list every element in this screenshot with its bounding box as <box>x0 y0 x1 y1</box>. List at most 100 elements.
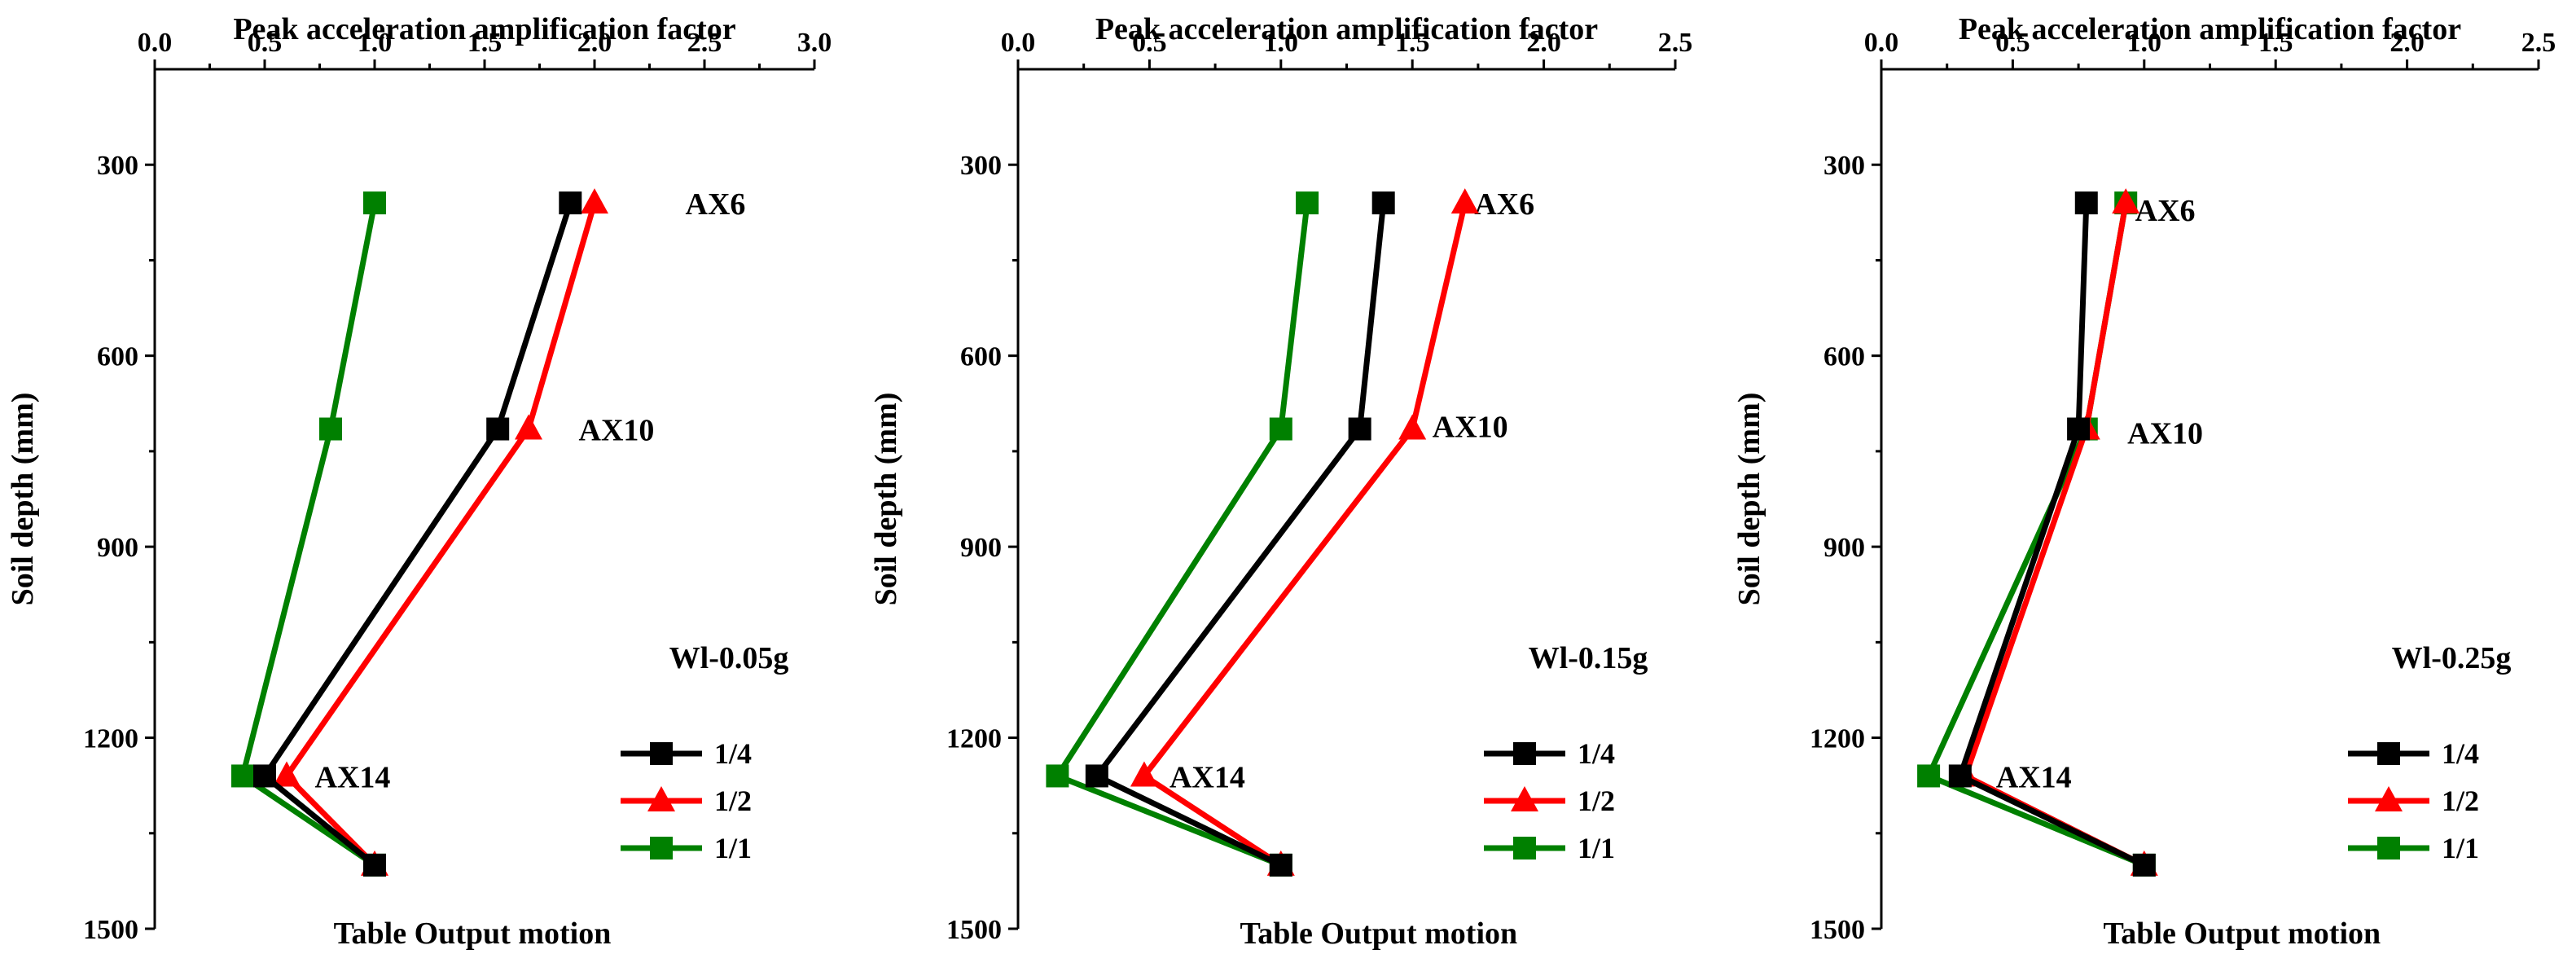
x-tick-label: 2.0 <box>2389 28 2425 58</box>
x-tick-label: 0.0 <box>1001 28 1036 58</box>
data-point-square <box>1085 764 1108 788</box>
x-tick-label: 1.0 <box>358 28 393 58</box>
y-tick-label: 1200 <box>83 724 138 754</box>
annotation-ax14: AX14 <box>1170 760 1245 794</box>
series-line <box>239 202 378 868</box>
data-point-square <box>1917 764 1941 788</box>
x-tick-label: 0.5 <box>1995 28 2030 58</box>
x-tick-label: 0.5 <box>248 28 283 58</box>
x-tick-label: 1.0 <box>1264 28 1299 58</box>
legend-label: 1/1 <box>714 832 752 864</box>
y-tick-label: 1200 <box>946 724 1002 754</box>
bottom-label: Table Output motion <box>1240 917 1517 951</box>
legend-marker-square <box>1513 837 1536 859</box>
condition-label: Wl-0.15g <box>1529 641 1648 675</box>
data-point-square <box>319 417 342 441</box>
legend-label: 1/2 <box>714 785 752 817</box>
bottom-label: Table Output motion <box>334 917 612 951</box>
data-point-triangle <box>273 761 301 787</box>
x-tick-label: 1.5 <box>467 28 502 58</box>
legend: 1/4 1/2 1/1 <box>621 737 752 864</box>
legend-marker-triangle <box>1511 786 1538 811</box>
legend: 1/4 1/2 1/1 <box>2348 737 2479 864</box>
y-tick-label: 300 <box>97 151 138 181</box>
x-tick-label: 3.0 <box>797 28 832 58</box>
data-point-square <box>1046 764 1069 788</box>
x-tick-label: 1.5 <box>2258 28 2293 58</box>
legend-label: 1/2 <box>2442 785 2479 817</box>
annotation-ax6: AX6 <box>2135 194 2196 228</box>
y-tick-label: 900 <box>97 533 138 563</box>
y-tick-label: 300 <box>1823 151 1865 181</box>
series-line <box>261 202 573 868</box>
data-point-square <box>2067 417 2091 441</box>
legend-label: 1/2 <box>1578 785 1615 817</box>
y-axis-title: Soil depth (mm) <box>869 393 903 606</box>
y-tick-label: 900 <box>960 533 1002 563</box>
annotation-ax14: AX14 <box>315 760 391 794</box>
condition-label: Wl-0.05g <box>669 641 789 675</box>
annotation-ax6: AX6 <box>686 187 746 222</box>
series-1-4 <box>1085 191 1395 877</box>
condition-label: Wl-0.25g <box>2392 641 2512 675</box>
series-line <box>283 202 598 868</box>
data-point-square <box>2132 853 2156 877</box>
data-point-square <box>1296 191 1319 215</box>
annotation-ax10: AX10 <box>2127 416 2203 451</box>
x-tick-label: 1.5 <box>1395 28 1430 58</box>
data-point-triangle <box>515 414 542 440</box>
annotation-ax6: AX6 <box>1474 187 1534 222</box>
legend-label: 1/1 <box>2442 832 2479 864</box>
legend-marker-triangle <box>647 786 675 811</box>
x-tick-label: 2.0 <box>1526 28 1561 58</box>
annotation-ax14: AX14 <box>1996 760 2072 794</box>
legend-marker-square <box>2377 742 2400 765</box>
data-point-triangle <box>1398 414 1427 440</box>
y-tick-label: 900 <box>1823 533 1865 563</box>
series-1-4 <box>1948 191 2156 877</box>
series-1-4 <box>253 191 582 877</box>
top-axis-title: Peak acceleration amplification factor <box>233 12 735 46</box>
legend-marker-square <box>2377 837 2400 859</box>
y-axis-title: Soil depth (mm) <box>6 393 40 606</box>
series-line <box>1957 202 2146 868</box>
x-tick-label: 0.0 <box>1864 28 1899 58</box>
y-tick-label: 1500 <box>1810 915 1865 945</box>
legend-marker-square <box>650 742 673 765</box>
y-tick-label: 600 <box>960 342 1002 372</box>
data-point-square <box>1371 191 1395 215</box>
data-point-square <box>1269 853 1292 877</box>
legend-label: 1/4 <box>714 737 752 770</box>
chart-panel-3: 0.0 0.5 1.0 1.5 2.0 2.5 300 600 900 1200 1500 Peak … <box>1732 12 2556 951</box>
annotation-ax10: AX10 <box>1433 411 1508 445</box>
data-point-triangle <box>1130 761 1158 787</box>
x-tick-label: 2.5 <box>687 28 722 58</box>
data-point-square <box>1348 417 1371 441</box>
legend-label: 1/1 <box>1578 832 1615 864</box>
legend: 1/4 1/2 1/1 <box>1484 737 1615 864</box>
chart-panel-1: 0.0 0.5 1.0 1.5 2.0 2.5 3.0 300 600 900 1200 1500 Pe… <box>6 12 832 951</box>
y-tick-label: 1500 <box>946 915 1002 945</box>
chart-panel-2: 0.0 0.5 1.0 1.5 2.0 2.5 300 600 900 1200 1500 Peak … <box>869 12 1692 951</box>
x-tick-label: 0.5 <box>1132 28 1167 58</box>
legend-label: 1/4 <box>2442 737 2479 770</box>
series-line <box>1094 202 1387 868</box>
data-point-square <box>253 764 276 788</box>
data-point-square <box>2074 191 2098 215</box>
series-line <box>1054 202 1310 868</box>
bottom-label: Table Output motion <box>2103 917 2381 951</box>
data-point-triangle <box>1450 188 1479 214</box>
data-point-square <box>486 417 510 441</box>
x-tick-label: 1.0 <box>2127 28 2162 58</box>
x-tick-label: 0.0 <box>138 28 173 58</box>
legend-marker-square <box>1513 742 1536 765</box>
data-point-square <box>363 191 386 215</box>
legend-label: 1/4 <box>1578 737 1615 770</box>
data-point-square <box>363 853 386 877</box>
y-tick-label: 600 <box>97 342 138 372</box>
annotation-ax10: AX10 <box>579 414 655 448</box>
legend-marker-square <box>650 837 673 859</box>
x-tick-label: 2.0 <box>577 28 612 58</box>
y-tick-label: 1500 <box>83 915 138 945</box>
data-point-triangle <box>2112 188 2140 214</box>
